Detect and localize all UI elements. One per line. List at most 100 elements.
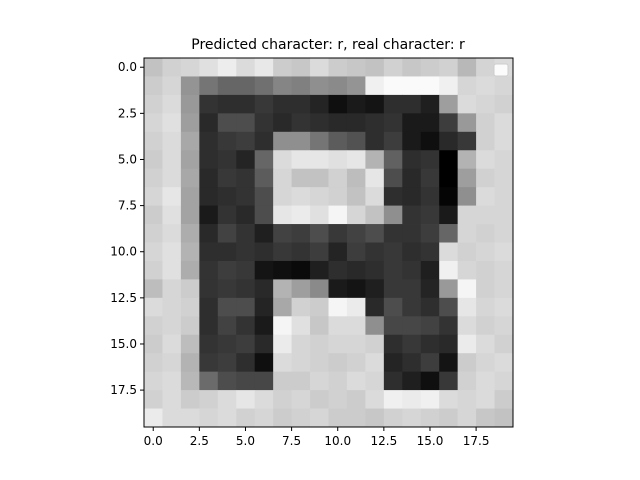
heatmap-cell <box>346 131 366 151</box>
heatmap-cell <box>199 371 219 391</box>
heatmap-cell <box>217 316 237 336</box>
heatmap-cell <box>365 131 385 151</box>
y-tick-label: 17.5 <box>110 383 137 397</box>
heatmap-cell <box>383 76 403 96</box>
heatmap-cell <box>162 187 182 206</box>
heatmap-cell <box>365 334 385 354</box>
x-tick-label: 5.0 <box>236 434 255 448</box>
heatmap-cell <box>254 94 274 114</box>
heatmap-cell <box>180 279 200 299</box>
heatmap-cell <box>494 76 514 96</box>
heatmap-cell <box>439 297 459 317</box>
heatmap-cell <box>273 187 292 206</box>
heatmap-cell <box>180 371 200 391</box>
heatmap-cell <box>457 168 477 188</box>
heatmap-cell <box>328 279 348 299</box>
heatmap-cell <box>144 113 163 133</box>
heatmap-cell <box>383 113 403 133</box>
heatmap-cell <box>476 390 495 409</box>
heatmap-cell <box>457 205 477 225</box>
heatmap-cell <box>291 150 311 170</box>
heatmap-cell <box>365 187 385 206</box>
heatmap-cell <box>383 316 403 336</box>
heatmap-cell <box>310 371 329 391</box>
heatmap-cell <box>236 297 256 317</box>
heatmap-cell <box>236 150 256 170</box>
heatmap-cell <box>420 297 440 317</box>
heatmap-cell <box>420 316 440 336</box>
heatmap-cell <box>273 150 292 170</box>
heatmap-cell <box>402 353 422 373</box>
heatmap-cell <box>144 316 163 336</box>
heatmap-cell <box>310 76 329 96</box>
heatmap-cell <box>236 168 256 188</box>
heatmap-cell <box>144 390 163 409</box>
heatmap-cell <box>180 260 200 280</box>
heatmap-cell <box>162 131 182 151</box>
heatmap-cell <box>494 187 514 206</box>
heatmap-cell <box>254 334 274 354</box>
heatmap-cell <box>273 58 292 77</box>
heatmap-cell <box>476 279 495 299</box>
heatmap-cell <box>476 168 495 188</box>
heatmap-cell <box>420 371 440 391</box>
heatmap-cell <box>144 371 163 391</box>
heatmap-cell <box>310 297 329 317</box>
heatmap-cell <box>420 279 440 299</box>
heatmap-cell <box>273 316 292 336</box>
heatmap-cell <box>162 150 182 170</box>
y-axis-ticks: 0.0 2.5 5.0 7.5 10.0 12.5 15.0 17.5 <box>110 60 144 397</box>
heatmap-cell <box>180 353 200 373</box>
heatmap-cell <box>310 224 329 243</box>
heatmap-cell <box>217 205 237 225</box>
heatmap-cell <box>402 224 422 243</box>
heatmap-cell <box>439 316 459 336</box>
heatmap-cell <box>180 224 200 243</box>
heatmap-cell <box>199 408 219 428</box>
heatmap-cell <box>144 205 163 225</box>
heatmap-cell <box>199 76 219 96</box>
heatmap-cell <box>457 260 477 280</box>
heatmap-cell <box>273 242 292 262</box>
heatmap-cell <box>273 113 292 133</box>
heatmap-cell <box>217 168 237 188</box>
heatmap-cell <box>254 168 274 188</box>
heatmap-cell <box>199 353 219 373</box>
heatmap-cell <box>383 334 403 354</box>
heatmap-cell <box>273 353 292 373</box>
heatmap-cell <box>310 168 329 188</box>
heatmap-cell <box>457 113 477 133</box>
heatmap-cell <box>291 187 311 206</box>
heatmap-cell <box>328 297 348 317</box>
heatmap-cell <box>346 150 366 170</box>
heatmap-cell <box>494 242 514 262</box>
heatmap-cell <box>273 76 292 96</box>
heatmap-cell <box>310 260 329 280</box>
heatmap-cell <box>310 334 329 354</box>
heatmap-cell <box>291 205 311 225</box>
heatmap-cell <box>144 58 163 77</box>
heatmap-cell <box>291 224 311 243</box>
heatmap-cell <box>439 168 459 188</box>
heatmap-cell <box>439 371 459 391</box>
heatmap-cell <box>346 260 366 280</box>
heatmap-cell <box>439 187 459 206</box>
heatmap-cell <box>217 150 237 170</box>
heatmap-cell <box>236 58 256 77</box>
heatmap-cell <box>457 131 477 151</box>
heatmap-cell <box>236 334 256 354</box>
heatmap-cell <box>162 334 182 354</box>
heatmap-cell <box>236 205 256 225</box>
heatmap-cell <box>365 58 385 77</box>
heatmap-cell <box>199 242 219 262</box>
heatmap-cell <box>236 187 256 206</box>
heatmap-cell <box>365 76 385 96</box>
heatmap-cell <box>402 334 422 354</box>
x-tick-label: 0.0 <box>144 434 163 448</box>
heatmap-cell <box>144 224 163 243</box>
heatmap-cell <box>162 353 182 373</box>
heatmap-cell <box>476 224 495 243</box>
heatmap-cell <box>199 168 219 188</box>
heatmap-cell <box>310 316 329 336</box>
heatmap-cell <box>180 76 200 96</box>
